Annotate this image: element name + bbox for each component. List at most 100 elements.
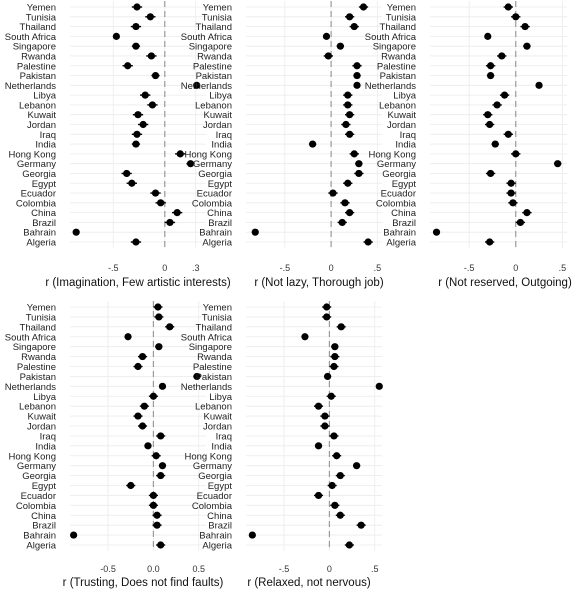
data-point (132, 238, 140, 246)
country-label: India (35, 441, 56, 452)
country-label: Iraq (216, 130, 232, 141)
x-axis-label: r (Not reserved, Outgoing) (438, 277, 572, 289)
country-label: Georgia (198, 169, 233, 180)
country-label: Netherlands (5, 81, 56, 92)
data-point (330, 432, 338, 440)
x-tick-label: -.5 (464, 263, 475, 273)
data-point (342, 120, 350, 129)
data-point (149, 392, 158, 400)
data-point (157, 471, 165, 480)
x-tick-label: 0 (327, 564, 332, 574)
country-label: Lebanon (379, 100, 416, 111)
data-point (329, 189, 337, 197)
data-point (323, 303, 331, 311)
country-label: Brazil (392, 218, 416, 229)
x-tick-label: 0 (329, 263, 334, 273)
data-point (176, 150, 184, 158)
country-label: Brazil (32, 218, 56, 229)
country-label: Egypt (392, 179, 417, 190)
data-point (364, 238, 372, 246)
data-point (322, 32, 331, 40)
country-label: Libya (393, 91, 416, 102)
data-point (157, 199, 165, 207)
data-point (350, 22, 358, 31)
country-label: Colombia (16, 501, 57, 512)
data-point (344, 179, 352, 187)
x-tick-label: 0.5 (192, 564, 205, 574)
data-point (134, 362, 142, 371)
data-point (554, 160, 562, 168)
data-point (486, 238, 494, 246)
data-point (248, 531, 256, 539)
country-label: Colombia (192, 198, 233, 209)
data-point (134, 111, 142, 119)
country-label: Singapore (189, 42, 232, 53)
country-label: Brazil (208, 521, 232, 532)
country-label: Thailand (196, 322, 232, 333)
country-label: China (31, 511, 57, 522)
country-label: Hong Kong (184, 149, 232, 160)
data-point (309, 140, 317, 148)
data-point (321, 412, 329, 420)
data-point (327, 392, 335, 400)
x-axis-label: r (Trusting, Does not find faults) (63, 577, 224, 589)
country-label: Singapore (13, 342, 56, 353)
country-label: Jordan (27, 422, 56, 433)
data-point (484, 32, 492, 40)
country-label: Lebanon (19, 100, 56, 111)
data-point (328, 481, 336, 490)
data-point (127, 481, 135, 490)
country-label: Libya (33, 392, 56, 403)
x-axis-label: r (Imagination, Few artistic interests) (45, 277, 231, 289)
country-label: Thailand (380, 22, 416, 33)
country-label: Yemen (27, 3, 56, 14)
country-label: Palestine (193, 362, 232, 373)
data-point (330, 362, 338, 371)
country-label: Algeria (26, 541, 56, 552)
country-label: Yemen (203, 303, 232, 314)
data-point (331, 343, 339, 351)
country-label: Kuwait (203, 412, 232, 423)
data-point (331, 501, 339, 509)
data-point (336, 511, 344, 519)
data-point (133, 3, 141, 11)
data-point (333, 452, 341, 460)
data-point (486, 62, 495, 70)
data-point (148, 101, 157, 109)
data-point (357, 521, 365, 529)
data-point (134, 412, 142, 420)
country-label: Thailand (196, 22, 232, 33)
country-label: Lebanon (19, 402, 56, 413)
country-label: Iraq (40, 431, 56, 442)
country-label: Netherlands (181, 382, 232, 393)
country-label: Iraq (40, 130, 56, 141)
country-label: Brazil (208, 218, 232, 229)
data-point (157, 541, 165, 549)
data-point (491, 140, 499, 148)
country-label: India (211, 140, 232, 151)
data-point (504, 3, 512, 11)
data-point (173, 209, 181, 217)
data-point (504, 130, 512, 138)
country-label: Ecuador (381, 189, 416, 200)
data-point (344, 101, 352, 109)
data-point (346, 130, 354, 138)
data-point (314, 442, 323, 450)
data-point (484, 111, 492, 119)
data-point (516, 218, 525, 227)
country-label: China (207, 208, 233, 219)
data-point (154, 303, 162, 311)
country-label: Ecuador (21, 491, 56, 502)
data-point (139, 120, 147, 129)
country-label: Yemen (387, 3, 416, 14)
data-point (350, 150, 358, 158)
data-point (132, 22, 140, 31)
country-label: Jordan (387, 120, 416, 131)
country-label: Pakistan (20, 71, 56, 82)
country-label: Pakistan (196, 71, 232, 82)
country-label: Thailand (20, 322, 56, 333)
country-label: China (391, 208, 417, 219)
country-label: Yemen (27, 303, 56, 314)
country-label: Yemen (203, 3, 232, 14)
